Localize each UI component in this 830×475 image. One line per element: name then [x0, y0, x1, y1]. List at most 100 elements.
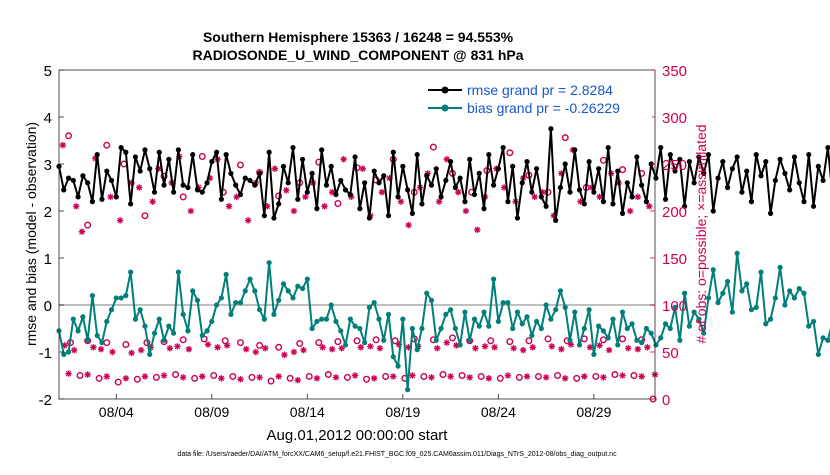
obs-assimilated-marker [605, 346, 613, 354]
rmse-data-point [519, 180, 525, 186]
bias-data-point [347, 316, 353, 322]
rmse-data-point [548, 126, 554, 132]
obs-assimilated-marker [443, 156, 450, 163]
obs-possible-marker [133, 375, 141, 383]
bias-data-point [252, 288, 258, 294]
bias-data-point [61, 351, 67, 357]
obs-possible-marker [229, 372, 237, 380]
rmse-data-point [591, 189, 597, 195]
rmse-data-point [299, 156, 306, 162]
bias-data-point [533, 318, 540, 325]
bias-data-point [758, 269, 764, 275]
bias-data-point [806, 323, 812, 329]
obs-possible-marker [561, 134, 569, 142]
obs-assimilated-marker [340, 156, 347, 163]
rmse-data-point [729, 166, 735, 172]
obs-possible-marker [296, 340, 304, 348]
rmse-data-point [624, 180, 630, 186]
obs-possible-marker [152, 373, 160, 381]
rmse-data-point [323, 182, 330, 188]
rmse-data-point [290, 144, 296, 151]
obs-assimilated-marker [390, 373, 397, 380]
rmse-data-point [619, 210, 626, 216]
rmse-data-point [137, 168, 143, 174]
obs-possible-marker [420, 372, 428, 380]
rmse-data-point [142, 147, 148, 153]
obs-assimilated-marker [65, 370, 72, 377]
rmse-data-point [572, 147, 578, 153]
bias-data-point [572, 309, 578, 315]
rmse-data-point [529, 189, 535, 195]
bias-data-point [414, 347, 420, 353]
left-tick-label: 1 [44, 251, 52, 268]
obs-possible-marker [630, 372, 638, 380]
rmse-data-point [734, 154, 740, 160]
rmse-data-point [342, 187, 349, 193]
bias-data-point [658, 335, 664, 341]
obs-possible-marker [76, 372, 84, 380]
bias-data-point [89, 293, 96, 299]
obs-assimilated-marker [225, 203, 233, 210]
rmse-data-point [677, 156, 683, 162]
obs-assimilated-marker [275, 373, 282, 380]
rmse-data-point [252, 182, 258, 188]
bias-data-point [753, 304, 759, 310]
bias-data-point [190, 288, 196, 294]
obs-possible-marker [573, 374, 581, 382]
obs-assimilated-marker [78, 228, 86, 235]
obs-assimilated-marker [367, 343, 374, 350]
rmse-data-point [581, 201, 587, 207]
bias-data-point [371, 300, 377, 306]
bias-data-point [801, 290, 807, 296]
bias-data-point [319, 316, 325, 322]
right-tick-label: 100 [662, 298, 687, 315]
right-tick-label: 200 [662, 204, 687, 221]
rmse-data-point [815, 163, 821, 169]
obs-possible-marker [275, 343, 283, 351]
obs-possible-marker [343, 373, 351, 381]
obs-possible-marker [544, 335, 552, 343]
rmse-data-point [319, 147, 325, 153]
rmse-data-point [448, 159, 454, 165]
rmse-data-point [438, 194, 444, 200]
obs-assimilated-marker [84, 371, 91, 378]
bias-data-point [682, 290, 688, 296]
bias-data-point [147, 351, 153, 357]
rmse-data-point [357, 206, 363, 212]
rmse-data-point [538, 194, 544, 200]
bias-data-point [715, 300, 721, 306]
obs-assimilated-marker [290, 207, 298, 215]
obs-possible-marker [372, 336, 380, 344]
obs-possible-marker [103, 141, 111, 149]
right-tick-label: 150 [662, 251, 687, 268]
left-tick-label: 2 [44, 204, 52, 221]
rmse-data-point [505, 199, 511, 205]
rmse-series-line [58, 127, 830, 222]
rmse-data-point [108, 177, 115, 184]
bias-data-point [328, 302, 334, 308]
rmse-data-point [99, 196, 105, 202]
bias-data-point [65, 349, 72, 355]
left-tick-label: 0 [44, 298, 52, 315]
bias-data-point [576, 342, 583, 348]
x-tick-label: 08/29 [576, 404, 611, 420]
obs-possible-marker [449, 334, 457, 342]
bias-data-point [314, 318, 320, 325]
rmse-data-point [151, 189, 158, 195]
rmse-data-point [175, 147, 181, 153]
rmse-data-point [314, 206, 320, 212]
rmse-data-point [414, 152, 420, 158]
obs-possible-marker [382, 372, 390, 380]
obs-possible-marker [506, 338, 514, 346]
rmse-data-point [772, 177, 778, 184]
rmse-data-point [199, 189, 205, 195]
obs-assimilated-marker [531, 193, 538, 201]
rmse-data-point [514, 215, 521, 221]
rmse-data-point [782, 170, 788, 176]
rmse-data-point [218, 196, 224, 202]
obs-possible-marker [592, 372, 600, 380]
bias-data-point [400, 316, 406, 322]
rmse-data-point [705, 152, 712, 158]
obs-possible-marker [477, 372, 485, 380]
rmse-data-point [166, 156, 172, 162]
